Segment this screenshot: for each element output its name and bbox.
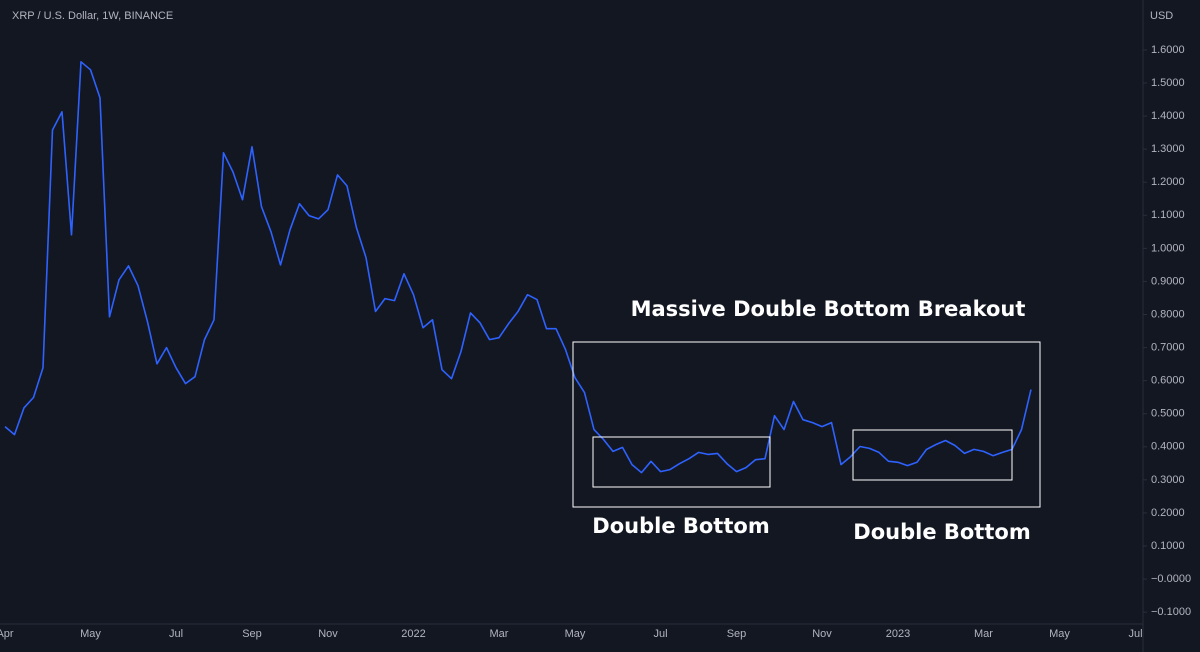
x-tick-label: Nov: [812, 628, 832, 640]
y-tick-label: −0.0000: [1151, 573, 1191, 585]
x-tick-label: Sep: [242, 628, 262, 640]
x-tick-label: Nov: [318, 628, 338, 640]
x-tick-label: Sep: [727, 628, 747, 640]
axis-unit: USD: [1150, 10, 1173, 22]
y-tick-label: 1.1000: [1151, 209, 1185, 221]
y-tick-label: 1.0000: [1151, 242, 1185, 254]
y-tick-label: 1.5000: [1151, 77, 1185, 89]
x-tick-label: May: [1049, 628, 1070, 640]
annotation: Double Bottom: [853, 520, 1030, 544]
price-axis: [1143, 0, 1200, 652]
y-tick-label: 0.5000: [1151, 408, 1185, 420]
plot-area: Apr May Jul Sep Nov 2022 Mar May Jul Sep Nov 2023 Ma…: [0, 61, 1143, 640]
y-tick-label: 0.2000: [1151, 507, 1185, 519]
x-tick-label: May: [80, 628, 101, 640]
annotation-box: [592, 436, 771, 488]
x-tick-label: Jul: [169, 628, 183, 640]
y-tick-label: 0.8000: [1151, 308, 1185, 320]
y-tick-label: 1.6000: [1151, 44, 1185, 56]
y-tick-label: 0.1000: [1151, 540, 1185, 552]
x-tick-label: May: [565, 628, 586, 640]
annotation-box: [572, 341, 1041, 508]
x-tick-label: Mar: [974, 628, 993, 640]
annotation: Massive Double Bottom Breakout: [631, 297, 1026, 321]
y-tick-label: 1.2000: [1151, 176, 1185, 188]
y-tick-label: 0.7000: [1151, 341, 1185, 353]
y-tick-label: 1.4000: [1151, 110, 1185, 122]
y-tick-label: 0.6000: [1151, 375, 1185, 387]
x-tick-label: 2023: [886, 628, 910, 640]
y-tick-label: −0.1000: [1151, 606, 1191, 618]
annotation-box: [852, 429, 1013, 481]
x-tick-label: Apr: [0, 628, 14, 640]
y-tick-label: 0.9000: [1151, 275, 1185, 287]
x-tick-label: Jul: [653, 628, 667, 640]
y-tick-label: 1.3000: [1151, 143, 1185, 155]
x-tick-label: Mar: [490, 628, 509, 640]
x-tick-label: Jul: [1128, 628, 1142, 640]
x-tick-label: 2022: [401, 628, 425, 640]
y-tick-label: 0.3000: [1151, 474, 1185, 486]
chart-title: XRP / U.S. Dollar, 1W, BINANCE: [12, 10, 173, 22]
annotation: Double Bottom: [592, 514, 769, 538]
price-line: [4, 61, 1032, 474]
y-tick-label: 0.4000: [1151, 441, 1185, 453]
